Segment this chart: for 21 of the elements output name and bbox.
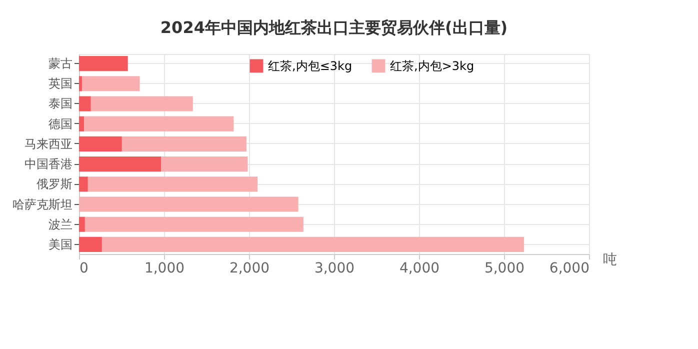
y-tick-label: 德国: [48, 116, 72, 131]
y-tick-label: 蒙古: [48, 56, 72, 71]
y-tick-label: 中国香港: [24, 157, 72, 172]
x-tick-label: 0: [80, 260, 88, 276]
legend-label: 红茶,内包≤3kg: [268, 58, 352, 73]
x-tick-label: 4,000: [399, 260, 440, 276]
x-axis-title: 吨: [603, 252, 617, 268]
y-tick-label: 泰国: [48, 96, 72, 111]
y-tick-label: 波兰: [48, 217, 72, 232]
x-tick-label: 2,000: [229, 260, 270, 276]
y-tick-label: 英国: [48, 76, 72, 91]
y-tick-label: 俄罗斯: [36, 177, 72, 192]
y-tick-label: 美国: [48, 237, 72, 252]
x-tick-label: 1,000: [144, 260, 185, 276]
x-tick-label: 5,000: [484, 260, 525, 276]
y-tick-label: 马来西亚: [24, 136, 72, 151]
x-tick-label: 6,000: [549, 260, 590, 276]
legend-label: 红茶,内包>3kg: [390, 58, 474, 73]
chart-title: 2024年中国内地红茶出口主要贸易伙伴(出口量): [160, 18, 508, 37]
x-tick-label: 3,000: [314, 260, 355, 276]
y-tick-label: 哈萨克斯坦: [12, 197, 72, 212]
